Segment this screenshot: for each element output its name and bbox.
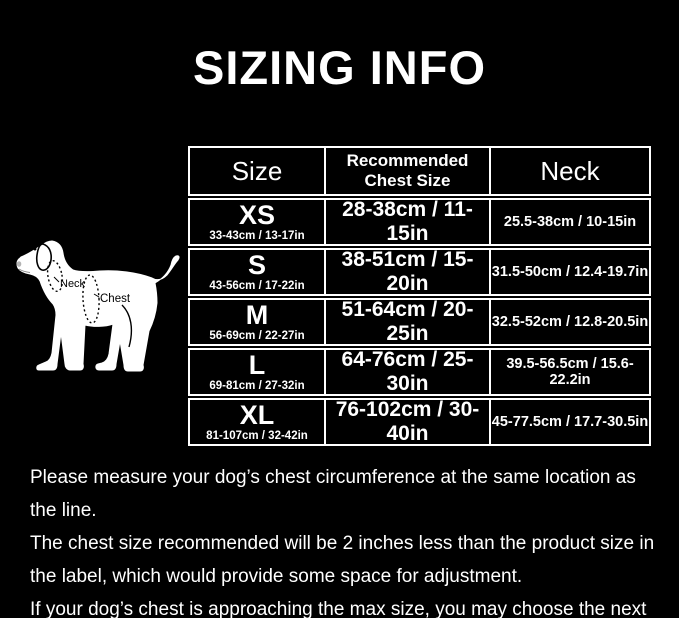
table-row-s: S 43-56cm / 17-22in 38-51cm / 15-20in 31… (188, 248, 651, 296)
size-range-label: 81-107cm / 32-42in (206, 430, 308, 443)
header-neck-label: Neck (540, 155, 600, 186)
dog-nose-icon (16, 261, 22, 267)
size-cell: S 43-56cm / 17-22in (190, 250, 324, 294)
size-label: M (245, 299, 269, 330)
chest-cell: 51-64cm / 20-25in (324, 298, 489, 345)
note-line: If your dog’s chest is approaching the m… (30, 599, 647, 618)
measuring-notes: Please measure your dog’s chest circumfe… (30, 461, 662, 618)
header-neck: Neck (489, 148, 649, 194)
note-line: The chest size recommended will be 2 inc… (30, 533, 655, 554)
dog-silhouette-icon (16, 240, 180, 372)
header-size-label: Size (231, 155, 283, 186)
chest-measure-line (82, 274, 100, 324)
dog-ear-icon (35, 243, 52, 271)
size-cell: XL 81-107cm / 32-42in (190, 400, 324, 444)
size-label: S (247, 249, 266, 280)
size-cell: XS 33-43cm / 13-17in (190, 200, 324, 244)
size-label: L (248, 349, 266, 380)
size-cell: L 69-81cm / 27-32in (190, 350, 324, 394)
table-row-xl: XL 81-107cm / 32-42in 76-102cm / 30-40in… (188, 398, 651, 446)
size-table: Size Recommended Chest Size Neck XS 33-4… (188, 146, 651, 448)
size-range-label: 43-56cm / 17-22in (209, 280, 305, 293)
size-range-label: 56-69cm / 22-27in (209, 330, 305, 343)
chest-cell: 28-38cm / 11-15in (324, 198, 489, 245)
neck-value: 39.5-56.5cm / 15.6-22.2in (506, 356, 634, 388)
note-line: Please measure your dog’s chest circumfe… (30, 467, 636, 521)
size-cell: M 56-69cm / 22-27in (190, 300, 324, 344)
chest-value: 28-38cm / 11-15in (342, 198, 473, 245)
chest-value: 76-102cm / 30-40in (335, 398, 480, 445)
size-label: XL (239, 399, 275, 430)
dog-eye-icon (33, 247, 37, 251)
neck-diagram-label: Neck (60, 278, 86, 290)
chest-cell: 76-102cm / 30-40in (324, 398, 489, 445)
chest-diagram-label: Chest (100, 293, 131, 305)
dog-measurement-diagram: Neck Chest (16, 240, 180, 372)
neck-cell: 31.5-50cm / 12.4-19.7in (489, 250, 649, 294)
chest-value: 51-64cm / 20-25in (341, 298, 474, 345)
chest-value: 64-76cm / 25-30in (341, 348, 474, 395)
table-row-l: L 69-81cm / 27-32in 64-76cm / 25-30in 39… (188, 348, 651, 396)
neck-leader-line (53, 276, 60, 283)
size-label: XS (238, 199, 276, 230)
header-size: Size (190, 148, 324, 194)
neck-cell: 39.5-56.5cm / 15.6-22.2in (489, 350, 649, 394)
neck-cell: 25.5-38cm / 10-15in (489, 200, 649, 244)
chest-leader-line (93, 293, 100, 298)
chest-value: 38-51cm / 15-20in (341, 248, 474, 295)
neck-value: 25.5-38cm / 10-15in (503, 214, 637, 230)
size-range-label: 69-81cm / 27-32in (209, 380, 305, 393)
note-line: the label, which would provide some spac… (30, 566, 523, 587)
neck-cell: 45-77.5cm / 17.7-30.5in (489, 400, 649, 444)
page-title: SIZING INFO (193, 41, 486, 94)
dog-mouth-line (18, 268, 31, 273)
table-row-xs: XS 33-43cm / 13-17in 28-38cm / 11-15in 2… (188, 198, 651, 246)
table-row-m: M 56-69cm / 22-27in 51-64cm / 20-25in 32… (188, 298, 651, 346)
neck-value: 45-77.5cm / 17.7-30.5in (491, 414, 649, 430)
header-chest: Recommended Chest Size (324, 148, 489, 194)
neck-cell: 32.5-52cm / 12.8-20.5in (489, 300, 649, 344)
chest-cell: 64-76cm / 25-30in (324, 348, 489, 395)
neck-value: 31.5-50cm / 12.4-19.7in (491, 264, 649, 280)
chest-cell: 38-51cm / 15-20in (324, 248, 489, 295)
size-range-label: 33-43cm / 13-17in (209, 230, 305, 243)
neck-value: 32.5-52cm / 12.8-20.5in (491, 314, 649, 330)
table-header-row: Size Recommended Chest Size Neck (188, 146, 651, 196)
dog-thigh-line (121, 304, 133, 348)
header-chest-label: Recommended Chest Size (346, 150, 469, 190)
